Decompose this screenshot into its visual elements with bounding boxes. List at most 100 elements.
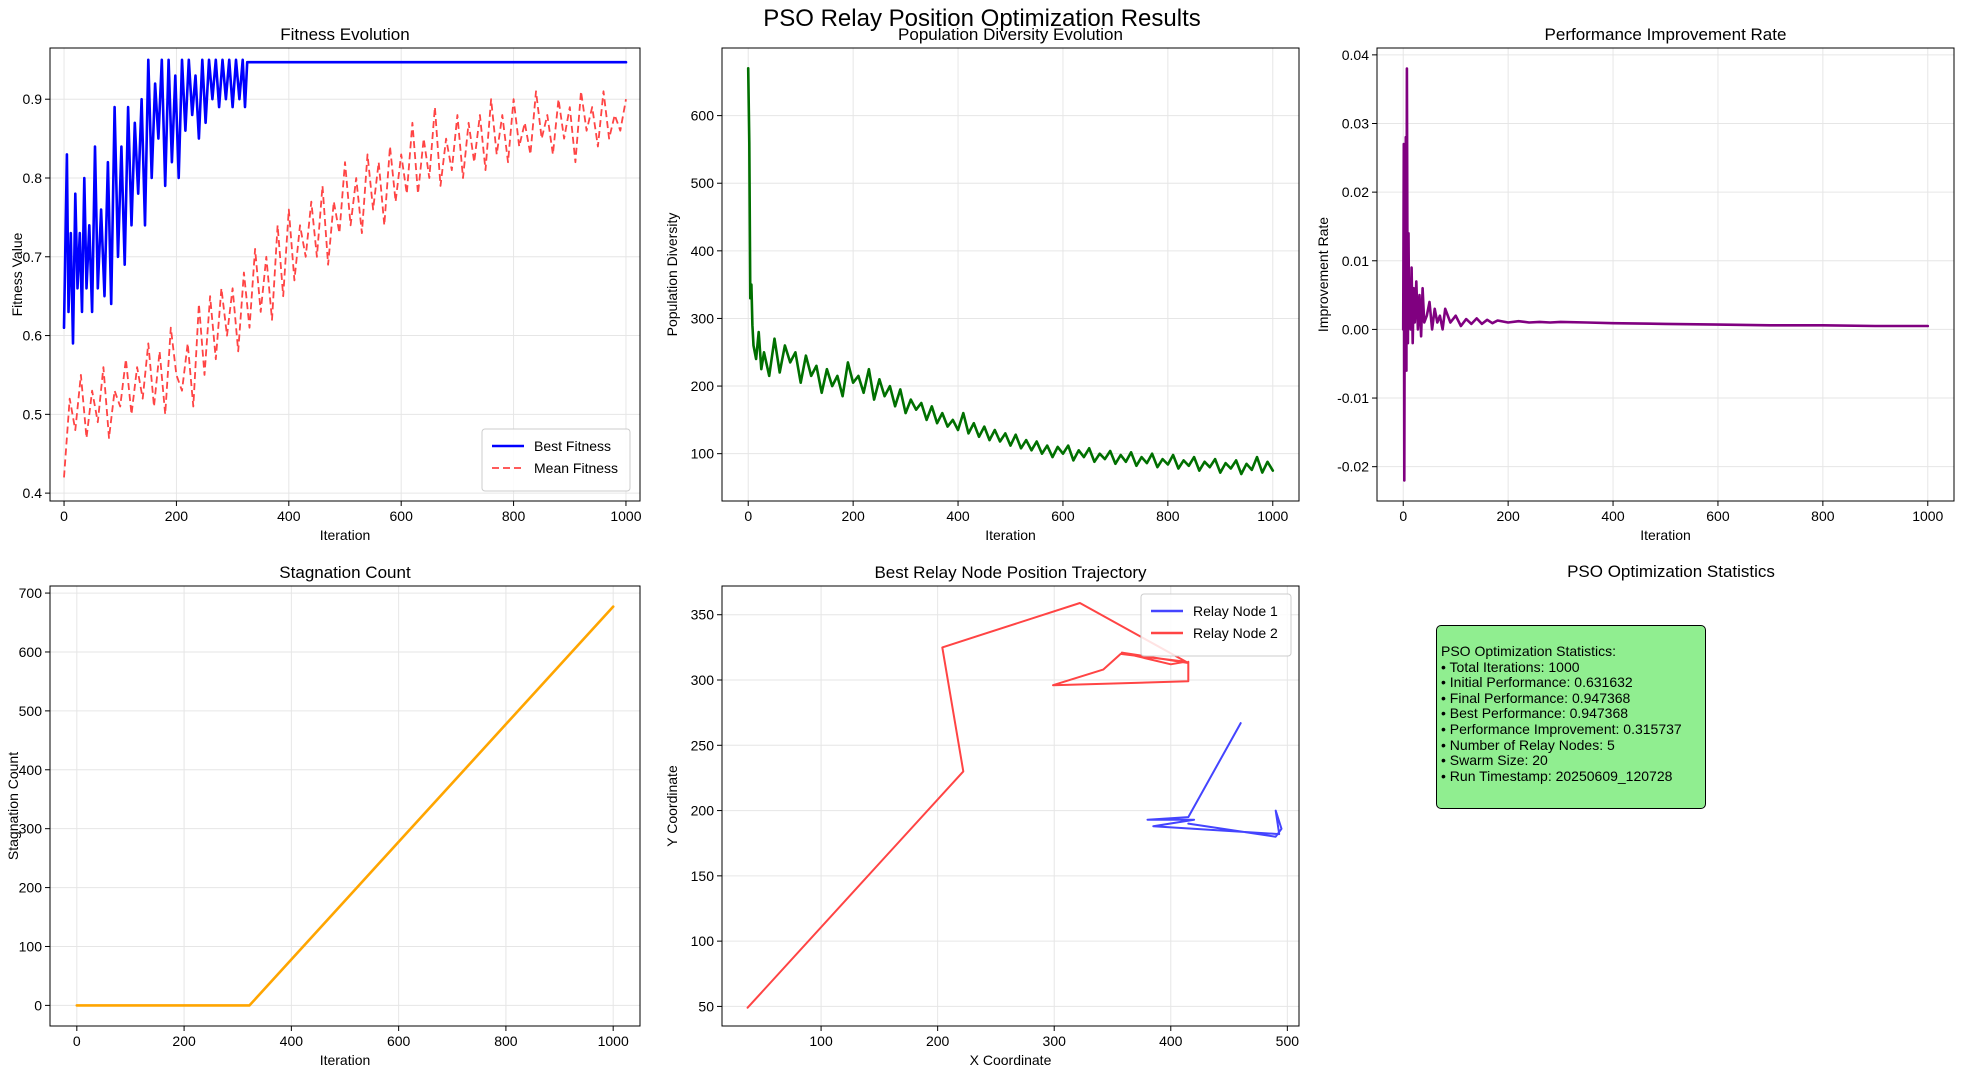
plot-area xyxy=(722,48,1299,501)
y-tick-label: 0.7 xyxy=(23,249,43,265)
chart-fitness: 0 200 400 600 800 1000 0.4 0.5 0.6 0.7 0.8 0.9 Fitne… xyxy=(9,25,642,543)
y-axis-label: Improvement Rate xyxy=(1315,217,1331,332)
chart-title: Best Relay Node Position Trajectory xyxy=(874,563,1147,582)
x-axis-label: Iteration xyxy=(1640,527,1691,543)
stats-panel: PSO Optimization Statistics xyxy=(1567,562,1775,581)
axes-frame xyxy=(721,47,1300,502)
y-tick-label: 600 xyxy=(19,644,43,660)
x-tick-label: 1000 xyxy=(598,1033,629,1049)
chart-trajectory: 100 200 300 400 500 50 100 150 200 250 300 350 Best … xyxy=(664,563,1300,1068)
x-tick-label: 200 xyxy=(841,508,865,524)
legend-label: Mean Fitness xyxy=(534,460,618,476)
stats-line: • Best Performance: 0.947368 xyxy=(1441,705,1629,722)
y-axis-label: Fitness Value xyxy=(9,232,25,316)
stats-box: PSO Optimization Statistics: • Total Ite… xyxy=(1436,625,1706,809)
y-tick-label: 500 xyxy=(691,175,715,191)
series-line-improvement-0 xyxy=(1401,67,1930,482)
x-tick-label: 600 xyxy=(390,508,414,524)
x-tick-label: 400 xyxy=(280,1033,304,1049)
x-tick-label: 800 xyxy=(1156,508,1180,524)
y-tick-label: 0.02 xyxy=(1342,184,1369,200)
plot-area xyxy=(722,586,1299,1026)
y-tick-label: 700 xyxy=(19,585,43,601)
axes-frame xyxy=(1376,47,1955,502)
x-tick-label: 200 xyxy=(926,1033,950,1049)
chart-title: Population Diversity Evolution xyxy=(898,25,1123,44)
x-axis-label: X Coordinate xyxy=(970,1052,1052,1068)
x-tick-label: 200 xyxy=(172,1033,196,1049)
series-group xyxy=(75,605,615,1007)
y-tick-label: 300 xyxy=(691,310,715,326)
stats-line: • Total Iterations: 1000 xyxy=(1441,658,1580,675)
x-axis-label: Iteration xyxy=(320,527,371,543)
legend-label: Relay Node 2 xyxy=(1193,625,1278,641)
axes-frame xyxy=(721,585,1300,1027)
y-tick-label: 0.01 xyxy=(1342,253,1369,269)
y-axis-label: Y Coordinate xyxy=(664,765,680,847)
y-tick-label: 150 xyxy=(691,868,715,884)
y-tick-label: 200 xyxy=(691,803,715,819)
y-tick-label: -0.02 xyxy=(1337,459,1369,475)
series-group xyxy=(62,58,628,478)
series-group xyxy=(746,67,1275,476)
chart-title: Stagnation Count xyxy=(279,563,411,582)
y-tick-label: 200 xyxy=(19,880,43,896)
x-tick-label: 1000 xyxy=(1912,508,1943,524)
y-tick-label: 500 xyxy=(19,703,43,719)
plot-area xyxy=(50,48,640,501)
x-tick-label: 0 xyxy=(73,1033,81,1049)
x-tick-label: 800 xyxy=(494,1033,518,1049)
chart-diversity: 0 200 400 600 800 1000 100 200 300 400 500 600 Popul… xyxy=(664,25,1300,543)
series-line-stagnation-0 xyxy=(75,605,615,1007)
series-line-relay-node-1 xyxy=(1146,722,1283,838)
x-tick-label: 0 xyxy=(1399,508,1407,524)
plot-area xyxy=(1377,48,1954,501)
y-tick-label: 100 xyxy=(691,933,715,949)
y-tick-label: 100 xyxy=(19,938,43,954)
y-tick-label: 0.04 xyxy=(1342,47,1369,63)
y-tick-label: 200 xyxy=(691,378,715,394)
y-tick-label: 0.00 xyxy=(1342,321,1369,337)
x-axis-label: Iteration xyxy=(985,527,1036,543)
axes-frame xyxy=(49,585,641,1027)
x-tick-label: 0 xyxy=(744,508,752,524)
stats-line: • Run Timestamp: 20250609_120728 xyxy=(1441,767,1673,784)
legend-label: Best Fitness xyxy=(534,438,611,454)
series-group xyxy=(746,602,1283,1009)
y-tick-label: 0 xyxy=(34,997,42,1013)
y-tick-label: 0.4 xyxy=(23,485,43,501)
x-tick-label: 600 xyxy=(1051,508,1075,524)
x-tick-label: 400 xyxy=(946,508,970,524)
series-line-diversity-0 xyxy=(746,67,1275,476)
legend: Relay Node 1 Relay Node 2 xyxy=(1140,593,1292,657)
x-tick-label: 1000 xyxy=(610,508,641,524)
x-tick-label: 100 xyxy=(809,1033,833,1049)
series-line-mean-fitness xyxy=(63,90,627,478)
chart-improvement: 0 200 400 600 800 1000 -0.02 -0.01 0.00 0.01 0.02 0… xyxy=(1315,25,1955,543)
y-tick-label: 400 xyxy=(691,243,715,259)
y-tick-label: 600 xyxy=(691,108,715,124)
y-tick-label: 100 xyxy=(691,446,715,462)
legend: Best Fitness Mean Fitness xyxy=(481,428,631,492)
y-tick-label: 400 xyxy=(19,762,43,778)
x-tick-label: 800 xyxy=(1811,508,1835,524)
x-tick-label: 600 xyxy=(1706,508,1730,524)
axes-frame xyxy=(49,47,641,502)
series-group xyxy=(1401,67,1930,482)
y-tick-label: 0.8 xyxy=(23,170,43,186)
stats-line: • Performance Improvement: 0.315737 xyxy=(1441,720,1682,737)
stats-line: • Swarm Size: 20 xyxy=(1441,752,1548,769)
y-tick-label: 0.5 xyxy=(23,406,43,422)
x-tick-label: 500 xyxy=(1276,1033,1300,1049)
y-tick-label: 0.6 xyxy=(23,328,43,344)
stats-line: • Initial Performance: 0.631632 xyxy=(1441,674,1633,691)
legend-label: Relay Node 1 xyxy=(1193,603,1278,619)
x-tick-label: 800 xyxy=(502,508,526,524)
x-axis-label: Iteration xyxy=(320,1052,371,1068)
x-tick-label: 1000 xyxy=(1257,508,1288,524)
x-tick-label: 200 xyxy=(1496,508,1520,524)
x-tick-label: 600 xyxy=(387,1033,411,1049)
chart-title: Fitness Evolution xyxy=(280,25,409,44)
stats-panel-title: PSO Optimization Statistics xyxy=(1567,562,1775,581)
